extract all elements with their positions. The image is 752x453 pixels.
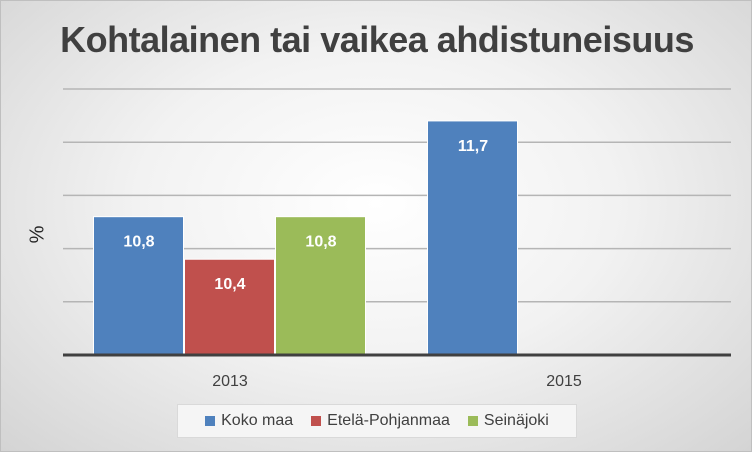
- data-label: 11,7: [458, 138, 488, 155]
- bar: [184, 258, 275, 356]
- data-label: 10,4: [214, 276, 245, 293]
- bar: [427, 120, 518, 356]
- legend-swatch: [311, 416, 322, 426]
- data-label: 10,8: [123, 234, 154, 251]
- chart-title: Kohtalainen tai vaikea ahdistuneisuus: [60, 19, 694, 60]
- legend-label: Etelä-Pohjanmaa: [327, 412, 450, 429]
- bar: [93, 216, 184, 356]
- legend-label: Koko maa: [221, 412, 294, 429]
- x-tick-label: 2015: [546, 373, 582, 390]
- legend-item: Seinäjoki: [467, 412, 549, 430]
- legend-swatch: [467, 416, 478, 426]
- legend-item: Koko maa: [205, 412, 293, 430]
- bar: [275, 216, 366, 356]
- data-label: 10,8: [305, 234, 336, 251]
- legend-swatch: [205, 416, 216, 426]
- legend-item: Etelä-Pohjanmaa: [311, 412, 450, 430]
- legend: Koko maa Etelä-Pohjanmaa Seinäjoki: [177, 404, 577, 438]
- legend-label: Seinäjoki: [483, 412, 549, 429]
- x-tick-label: 2013: [212, 373, 248, 390]
